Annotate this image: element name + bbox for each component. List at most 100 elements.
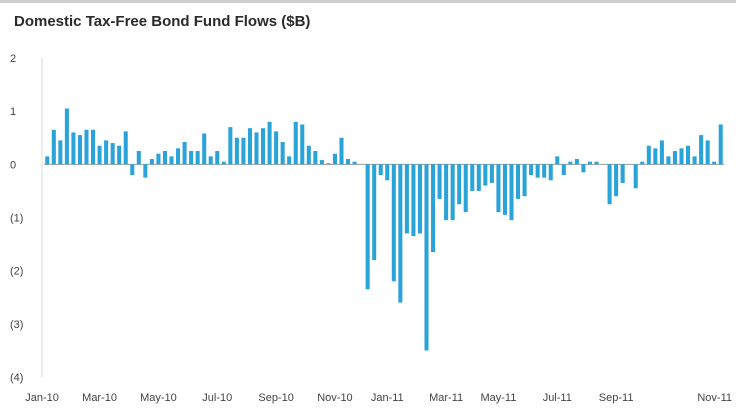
bar [686,145,691,165]
bar [653,148,658,165]
bar [221,161,226,165]
bar [58,140,63,165]
bar [705,140,710,165]
y-tick-label: 2 [10,53,16,65]
x-tick-label: Jul-10 [202,392,232,404]
x-tick-label: Sep-11 [599,392,634,404]
bar [568,161,573,165]
bar [339,137,344,165]
bar [202,133,207,165]
bar [247,128,252,165]
bar [666,156,671,165]
bar [241,137,246,165]
bar [404,164,409,234]
bar [555,156,560,165]
x-tick-label: Nov-10 [317,392,352,404]
bar [483,164,488,186]
bar [195,151,200,165]
bar [149,159,154,165]
y-tick-label: 1 [10,106,16,118]
x-tick-label: Sep-10 [258,392,293,404]
bar [378,164,383,175]
bar [234,137,239,165]
bar [712,161,717,165]
bar [692,156,697,165]
bar [313,151,318,165]
bar [633,164,638,189]
bar [672,151,677,165]
bar [326,163,331,165]
bar [646,145,651,165]
x-tick-label: Jan-10 [25,392,59,404]
y-tick-label: (1) [10,213,23,225]
bar [280,142,285,165]
bar [594,161,599,165]
bar [411,164,416,237]
bar [143,164,148,178]
bar [489,164,494,183]
bar [444,164,449,221]
bar [529,164,534,175]
bar [110,143,115,165]
y-tick-label: (3) [10,319,23,331]
bar [332,153,337,165]
y-tick-label: (4) [10,372,23,384]
bar [470,164,475,191]
bar [169,156,174,165]
bar [346,159,351,165]
bar [136,151,141,165]
chart-title: Domestic Tax-Free Bond Fund Flows ($B) [14,13,311,30]
bar [215,151,220,165]
top-divider [0,0,736,3]
bar [228,127,233,165]
x-tick-label: Mar-11 [429,392,463,404]
bar [574,159,579,165]
y-tick-label: (2) [10,266,23,278]
bar [293,121,298,165]
bar [176,148,181,165]
bar [385,164,390,181]
bar [516,164,521,199]
bar [509,164,514,221]
bar [84,129,89,165]
bar [77,135,82,165]
bar [502,164,507,215]
bar [496,164,501,213]
bar [718,124,723,165]
bar [156,153,161,165]
bar [254,132,259,165]
bar [267,121,272,165]
bar [640,161,645,165]
bar [104,140,109,165]
bar [71,132,76,165]
bar [659,140,664,165]
bar [391,164,396,282]
bar [463,164,468,213]
bar [274,131,279,165]
bar [548,164,553,181]
bar [261,128,266,165]
x-tick-label: Jan-11 [371,392,404,404]
bar [306,145,311,165]
bar [587,161,592,165]
bar [64,108,69,165]
bar [417,164,422,234]
bar [352,161,357,165]
bar [45,156,50,165]
bar [476,164,481,191]
bar [614,164,619,197]
bar [365,164,370,290]
bar [189,151,194,165]
bar [91,129,96,165]
x-tick-label: May-10 [140,392,177,404]
bar [300,124,305,165]
bar [699,135,704,165]
bar [679,148,684,165]
bar [319,160,324,165]
bar [457,164,462,205]
bar [431,164,436,253]
bar [620,164,625,183]
bar [51,129,56,165]
